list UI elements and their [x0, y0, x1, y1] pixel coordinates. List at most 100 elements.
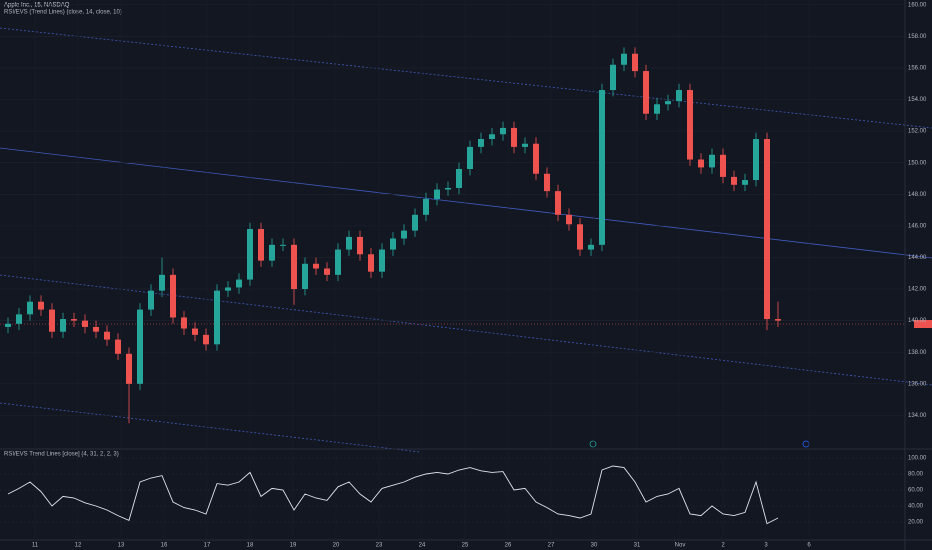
candle-body [577, 224, 583, 250]
candle-body [731, 176, 737, 185]
x-tick-label: 18 [247, 543, 254, 549]
candle-body [775, 319, 781, 321]
candle-body [654, 104, 660, 114]
x-tick-label: Nov [675, 543, 686, 549]
candle-body [687, 90, 693, 160]
y-tick-label: 142.00 [908, 287, 927, 293]
candle-body [225, 287, 231, 291]
candle-body [390, 238, 396, 250]
candle-body [170, 274, 176, 318]
candle-body [313, 263, 319, 269]
y-tick-label: 138.00 [908, 350, 927, 356]
y-tick-label: 134.00 [908, 413, 927, 419]
y-tick-label: 156.00 [908, 65, 927, 71]
candle-body [335, 249, 341, 275]
candle-body [346, 236, 352, 250]
y-tick-label: 80.00 [908, 472, 924, 478]
candle-body [126, 353, 132, 384]
candle-body [555, 191, 561, 215]
candle-body [324, 268, 330, 275]
candle-body [753, 138, 759, 181]
candle-body [93, 326, 99, 332]
x-tick-label: 20 [333, 543, 340, 549]
candle-body [456, 169, 462, 188]
x-tick-label: 30 [591, 543, 598, 549]
candle-body [500, 127, 506, 135]
candle-body [71, 319, 77, 321]
x-tick-label: 3 [764, 543, 768, 549]
candle-body [82, 320, 88, 327]
x-tick-label: 25 [462, 543, 469, 549]
y-tick-label: 148.00 [908, 192, 927, 198]
channel-bottom [0, 402, 421, 453]
x-tick-label: 27 [548, 543, 555, 549]
candle-body [159, 274, 165, 291]
candle-body [544, 173, 550, 192]
candle-body [379, 249, 385, 272]
candle-body [115, 339, 121, 354]
candle-body [412, 214, 418, 231]
candle-body [291, 244, 297, 290]
y-tick-label: 136.00 [908, 381, 927, 387]
candle-body [720, 154, 726, 177]
y-tick-label: 140.00 [908, 318, 927, 324]
candle-body [236, 279, 242, 288]
candle-body [280, 244, 286, 246]
candle-body [5, 323, 11, 327]
candle-body [632, 53, 638, 72]
candle-body [181, 317, 187, 329]
y-tick-label: 146.00 [908, 223, 927, 229]
y-tick-label: 154.00 [908, 97, 927, 103]
x-tick-label: 31 [634, 543, 641, 549]
channel-lower [0, 274, 932, 386]
candle-body [258, 229, 264, 261]
y-tick-label: 152.00 [908, 129, 927, 135]
indicator-legend: RSI/EVS (Trend Lines) (close, 14, close,… [4, 10, 122, 16]
y-tick-label: 40.00 [908, 504, 924, 510]
candle-body [104, 331, 110, 340]
candle-body [368, 254, 374, 272]
y-tick-label: 144.00 [908, 255, 927, 261]
x-tick-label: 11 [32, 543, 39, 549]
candle-body [247, 229, 253, 280]
candle-body [38, 301, 44, 310]
indicator-title: RSI/EVS Trend Lines [close] (4, 31, 2, 2… [4, 452, 119, 458]
candle-body [401, 230, 407, 239]
y-tick-label: 100.00 [908, 456, 927, 462]
candle-body [489, 134, 495, 139]
channel-lines [0, 27, 932, 453]
candle-body [709, 154, 715, 168]
candle-body [49, 309, 55, 332]
candle-body [478, 138, 484, 147]
candle-body [511, 127, 517, 147]
chart-title: Apple Inc., 15, NASDAQ [4, 3, 70, 9]
candle-body [588, 244, 594, 250]
candle-body [621, 53, 627, 65]
candle-body [192, 328, 198, 335]
candle-body [467, 146, 473, 170]
x-tick-label: 26 [505, 543, 512, 549]
candle-body [16, 314, 22, 324]
candle-body [533, 143, 539, 174]
event-icon[interactable] [589, 440, 597, 448]
candle-body [214, 290, 220, 345]
candle-body [445, 187, 451, 190]
y-tick-label: 60.00 [908, 488, 924, 494]
x-tick-label: 24 [419, 543, 426, 549]
last-price-badge [914, 320, 932, 328]
x-tick-label: 13 [118, 543, 125, 549]
x-tick-label: 17 [204, 543, 211, 549]
y-tick-label: 20.00 [908, 520, 924, 526]
channel-mid [0, 147, 932, 259]
candle-body [566, 214, 572, 225]
candle-body [148, 290, 154, 310]
indicator-line [7, 465, 779, 525]
x-tick-label: 6 [807, 543, 811, 549]
candle-body [610, 64, 616, 91]
x-tick-label: 16 [161, 543, 168, 549]
candle-body [423, 199, 429, 215]
candle-body [742, 180, 748, 185]
candle-body [203, 334, 209, 345]
candle-body [434, 189, 440, 200]
